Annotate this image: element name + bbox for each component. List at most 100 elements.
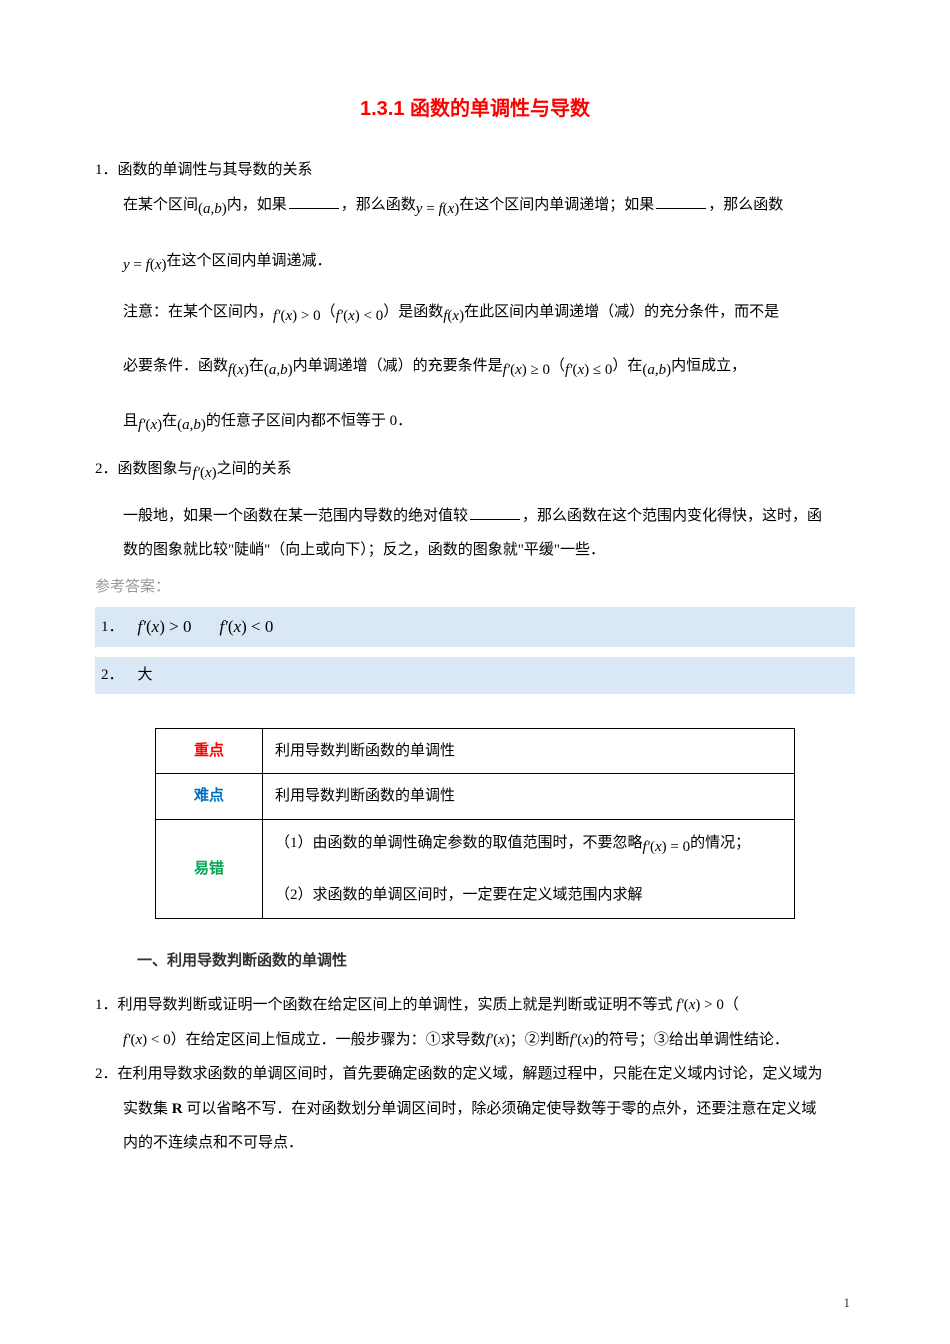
interval-ab: (a,b) <box>198 201 227 217</box>
method-1-cont: f′(x) < 0）在给定区间上恒成立．一般步骤为：①求导数f′(x)；②判断f… <box>95 1026 855 1055</box>
blank-2 <box>656 193 706 209</box>
fprime-eq-0: f′(x) = 0 <box>643 839 691 855</box>
text: 的情况； <box>690 835 750 851</box>
text: ）是函数 <box>383 304 443 320</box>
text: 在此区间内单调递增（减）的充分条件，而不是 <box>464 304 779 320</box>
heading-1: 1．函数的单调性与其导数的关系 <box>95 156 855 185</box>
method-1: 1．利用导数判断或证明一个函数在给定区间上的单调性，实质上就是判断或证明不等式 … <box>95 991 855 1020</box>
text: 在某个区间 <box>123 197 198 213</box>
text: 在这个区间内单调递减． <box>166 253 331 269</box>
y-eq-fx: y = f(x) <box>416 201 459 217</box>
text: ，那么函数 <box>341 197 416 213</box>
text: （ <box>724 997 739 1013</box>
fprime-ge-0: f′(x) ≥ 0 <box>503 362 550 378</box>
set-R: R <box>168 1101 186 1117</box>
fx: f(x) <box>228 362 249 378</box>
text: ）在给定区间上恒成立．一般步骤为：①求导数 <box>171 1032 486 1048</box>
para-1: 在某个区间(a,b)内，如果，那么函数y = f(x)在这个区间内单调递增；如果… <box>95 191 855 224</box>
heading-1-text: 函数的单调性与其导数的关系 <box>118 162 313 178</box>
answers-label: 参考答案： <box>95 573 855 602</box>
cell-difficult: 利用导数判断函数的单调性 <box>263 774 795 820</box>
page-title: 1.3.1 函数的单调性与导数 <box>95 90 855 128</box>
answer-2-text: 大 <box>138 661 153 690</box>
table-row: 易错 （1）由函数的单调性确定参数的取值范围时，不要忽略f′(x) = 0的情况… <box>156 819 795 918</box>
answer-row-2: 2． 大 <box>95 657 855 694</box>
label-important: 重点 <box>156 728 263 774</box>
heading-2: 2．函数图象与f′(x)之间的关系 <box>95 455 855 488</box>
text: 实数集 <box>123 1101 168 1117</box>
fprime-le-0: f′(x) ≤ 0 <box>565 362 612 378</box>
text: 之间的关系 <box>217 461 292 477</box>
text: 的符号；③给出单调性结论． <box>594 1032 789 1048</box>
text: 函数图象与 <box>118 461 193 477</box>
fprime-gt-0: f′(x) > 0 <box>676 997 724 1013</box>
text: 在这个区间内单调递增；如果 <box>459 197 654 213</box>
method-2-cont2: 内的不连续点和不可导点． <box>95 1129 855 1158</box>
text: ，那么函数 <box>708 197 783 213</box>
text: 在利用导数求函数的单调区间时，首先要确定函数的定义域，解题过程中，只能在定义域内… <box>118 1066 823 1082</box>
text: 的任意子区间内都不恒等于 0． <box>206 413 412 429</box>
page: 1.3.1 函数的单调性与导数 1．函数的单调性与其导数的关系 在某个区间(a,… <box>0 0 950 1344</box>
text: 必要条件．函数 <box>123 358 228 374</box>
method-2-cont: 实数集 R 可以省略不写．在对函数划分单调区间时，除必须确定使导数等于零的点外，… <box>95 1095 855 1124</box>
answer-row-1: 1． f′(x) > 0 f′(x) < 0 <box>95 607 855 647</box>
heading-1-num: 1． <box>95 162 118 178</box>
label-difficult: 难点 <box>156 774 263 820</box>
text: 利用导数判断或证明一个函数在给定区间上的单调性，实质上就是判断或证明不等式 <box>118 997 673 1013</box>
text: （2）求函数的单调区间时，一定要在定义域范围内求解 <box>275 887 643 903</box>
para-7: 数的图象就比较"陡峭"（向上或向下）；反之，函数的图象就"平缓"一些． <box>95 536 855 565</box>
para-2: y = f(x)在这个区间内单调递减． <box>95 247 855 280</box>
text: 内单调递增（减）的充要条件是 <box>293 358 503 374</box>
text: 一般地，如果一个函数在某一范围内导数的绝对值较 <box>123 508 468 524</box>
text: ；②判断 <box>510 1032 570 1048</box>
answer-2-num: 2． <box>101 661 124 690</box>
interval-ab: (a,b) <box>642 362 671 378</box>
page-number: 1 <box>844 1291 851 1316</box>
fx: f(x) <box>443 308 464 324</box>
table-row: 难点 利用导数判断函数的单调性 <box>156 774 795 820</box>
text: 内的不连续点和不可导点． <box>123 1135 303 1151</box>
blank-1 <box>289 193 339 209</box>
heading-2-num: 2． <box>95 461 118 477</box>
text: 数的图象就比较"陡峭"（向上或向下）；反之，函数的图象就"平缓"一些． <box>123 542 605 558</box>
text: 且 <box>123 413 138 429</box>
text: 可以省略不写．在对函数划分单调区间时，除必须确定使导数等于零的点外，还要注意在定… <box>186 1101 816 1117</box>
method-2: 2．在利用导数求函数的单调区间时，首先要确定函数的定义域，解题过程中，只能在定义… <box>95 1060 855 1089</box>
blank-3 <box>470 504 520 520</box>
method-2-num: 2． <box>95 1066 118 1082</box>
text: （ <box>550 358 565 374</box>
fprime-x: f′(x) <box>193 465 217 481</box>
para-3: 注意：在某个区间内，f′(x) > 0（f′(x) < 0）是函数f(x)在此区… <box>95 298 855 331</box>
para-4: 必要条件．函数f(x)在(a,b)内单调递增（减）的充要条件是f′(x) ≥ 0… <box>95 352 855 385</box>
text: 内恒成立， <box>671 358 746 374</box>
interval-ab: (a,b) <box>264 362 293 378</box>
answer-1-num: 1． <box>101 613 124 642</box>
text: 在 <box>249 358 264 374</box>
cell-mistake: （1）由函数的单调性确定参数的取值范围时，不要忽略f′(x) = 0的情况； （… <box>263 819 795 918</box>
interval-ab: (a,b) <box>177 417 206 433</box>
text: （ <box>321 304 336 320</box>
fprime-gt-0: f′(x) > 0 <box>138 611 192 643</box>
text: ，那么函数在这个范围内变化得快，这时，函 <box>522 508 822 524</box>
fprime-x: f′(x) <box>138 417 162 433</box>
fprime-lt-0: f′(x) < 0 <box>123 1032 171 1048</box>
y-eq-fx: y = f(x) <box>123 257 166 273</box>
fprime-lt-0: f′(x) < 0 <box>336 308 384 324</box>
fprime-x: f′(x) <box>570 1032 594 1048</box>
method-1-num: 1． <box>95 997 118 1013</box>
text: 在 <box>162 413 177 429</box>
text: （1）由函数的单调性确定参数的取值范围时，不要忽略 <box>275 835 643 851</box>
text: ）在 <box>612 358 642 374</box>
fprime-gt-0: f′(x) > 0 <box>273 308 321 324</box>
text: 注意：在某个区间内， <box>123 304 273 320</box>
para-5: 且f′(x)在(a,b)的任意子区间内都不恒等于 0． <box>95 407 855 440</box>
table-row: 重点 利用导数判断函数的单调性 <box>156 728 795 774</box>
key-points-table: 重点 利用导数判断函数的单调性 难点 利用导数判断函数的单调性 易错 （1）由函… <box>155 728 795 919</box>
cell-important: 利用导数判断函数的单调性 <box>263 728 795 774</box>
fprime-x: f′(x) <box>486 1032 510 1048</box>
text: 内，如果 <box>227 197 287 213</box>
label-mistake: 易错 <box>156 819 263 918</box>
para-6: 一般地，如果一个函数在某一范围内导数的绝对值较 ，那么函数在这个范围内变化得快，这… <box>95 502 855 531</box>
section-heading: 一、利用导数判断函数的单调性 <box>95 947 855 976</box>
fprime-lt-0: f′(x) < 0 <box>219 611 273 643</box>
